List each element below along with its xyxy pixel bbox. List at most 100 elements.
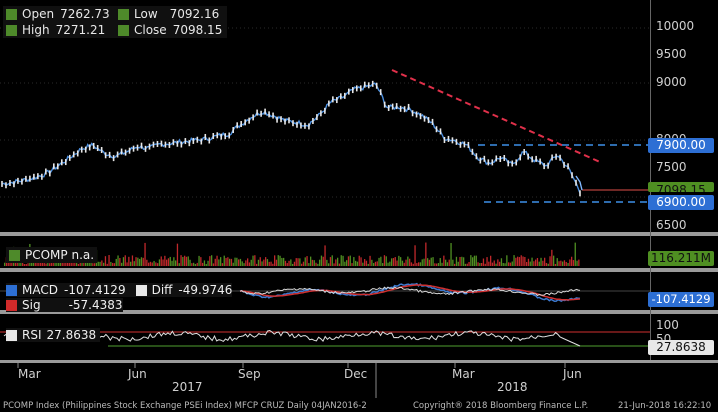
price-pane xyxy=(0,0,650,232)
volume-bar xyxy=(506,255,508,266)
volume-bar xyxy=(180,255,182,266)
price-candle xyxy=(236,122,238,129)
price-candle xyxy=(344,92,346,99)
price-candle xyxy=(399,105,402,112)
volume-bar xyxy=(288,260,290,266)
volume-bar xyxy=(443,255,445,266)
footer-copyright: Copyright® 2018 Bloomberg Finance L.P. xyxy=(413,401,589,411)
volume-bar xyxy=(220,257,222,266)
volume-bar xyxy=(43,261,45,266)
price-candle xyxy=(304,122,306,129)
axis-border xyxy=(650,0,651,360)
volume-bar xyxy=(355,260,357,266)
volume-bar xyxy=(331,255,333,266)
volume-bar xyxy=(207,260,209,266)
price-candle xyxy=(547,162,549,169)
price-candle xyxy=(387,104,390,111)
price-candle xyxy=(407,103,410,110)
price-candle xyxy=(104,152,107,159)
volume-bar xyxy=(369,255,371,266)
volume-bar xyxy=(209,256,211,266)
price-candle xyxy=(308,123,310,130)
volume-bar xyxy=(340,255,342,266)
price-candle xyxy=(403,106,406,113)
price-candle xyxy=(411,110,414,117)
price-candle xyxy=(563,161,565,168)
volume-bar xyxy=(574,242,576,266)
price-candle xyxy=(5,182,7,189)
volume-bar xyxy=(144,242,146,266)
volume-bar xyxy=(425,242,427,266)
volume-bar xyxy=(423,258,425,266)
volume-bar xyxy=(365,260,368,266)
price-candle xyxy=(164,141,167,148)
volume-bar xyxy=(529,261,531,266)
volume-bar xyxy=(335,259,337,266)
price-candle xyxy=(168,141,171,148)
volume-bar xyxy=(567,262,569,266)
volume-bar xyxy=(277,255,279,266)
volume-bar xyxy=(97,261,99,266)
price-candle xyxy=(132,145,135,152)
volume-bar xyxy=(430,257,432,266)
price-candle xyxy=(68,154,71,161)
rsi-swatch-icon xyxy=(6,329,17,341)
price-candle xyxy=(272,112,274,119)
volume-bar xyxy=(167,258,170,266)
volume-bar xyxy=(86,260,89,266)
volume-bar xyxy=(558,261,560,266)
volume-bar xyxy=(563,260,566,266)
price-candle xyxy=(196,136,199,143)
price-candle xyxy=(355,85,358,92)
pane-divider xyxy=(0,232,718,236)
volume-bar xyxy=(166,259,168,266)
volume-bar xyxy=(571,256,573,266)
volume-bar xyxy=(275,259,278,266)
open-swatch-icon xyxy=(6,8,17,20)
volume-bar xyxy=(99,261,101,266)
volume-bar xyxy=(18,261,20,266)
price-candle xyxy=(363,81,366,88)
volume-bar xyxy=(396,260,398,266)
price-candle xyxy=(76,150,79,157)
price-candle xyxy=(1,180,3,187)
volume-bar xyxy=(205,263,207,266)
volume-bar xyxy=(446,262,449,266)
volume-bar xyxy=(146,259,148,266)
volume-bar xyxy=(182,256,184,266)
volume-bar xyxy=(484,263,486,266)
x-axis-ticks xyxy=(17,363,566,398)
volume-bar xyxy=(292,263,294,266)
volume-bar xyxy=(189,259,191,266)
month-label: Dec xyxy=(344,367,368,381)
rsi-tick: 100 xyxy=(656,318,679,332)
volume-bar xyxy=(214,258,216,266)
current-price-tag: 7098.15 xyxy=(648,182,714,192)
volume-bar xyxy=(400,257,402,266)
volume-bar xyxy=(562,261,564,266)
volume-bar xyxy=(158,259,161,266)
macd-last-tag: -107.4129 xyxy=(648,292,714,307)
volume-bar xyxy=(515,257,517,266)
volume-bar xyxy=(347,256,350,266)
volume-bar xyxy=(468,262,470,266)
volume-bar xyxy=(77,263,80,266)
volume-bar xyxy=(290,259,292,266)
volume-bar xyxy=(45,263,47,266)
volume-bar xyxy=(409,258,411,266)
volume-bar xyxy=(124,255,126,266)
volume-bar xyxy=(475,255,477,266)
volume-legend: PCOMP n.a. xyxy=(6,247,98,263)
volume-bar xyxy=(477,262,479,266)
price-candle xyxy=(45,168,47,175)
volume-bar xyxy=(526,261,528,266)
volume-bar xyxy=(524,256,526,266)
open-value: 7262.73 xyxy=(60,7,110,21)
price-candle xyxy=(439,128,442,135)
level-tag-upper: 7900.00 xyxy=(648,138,714,153)
volume-bar xyxy=(238,259,240,266)
volume-bar xyxy=(540,257,542,266)
sig-value: -57.4383 xyxy=(68,298,123,312)
price-candle xyxy=(112,155,115,162)
price-candle xyxy=(108,151,111,158)
